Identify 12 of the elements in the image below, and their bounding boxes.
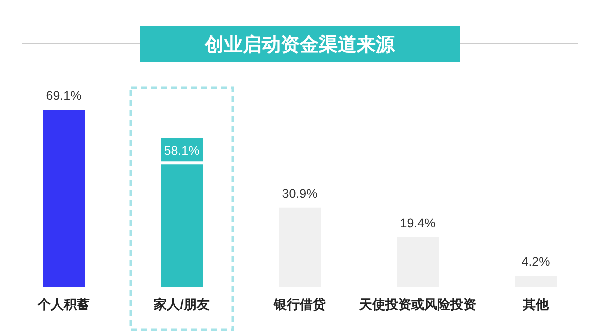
x-tick-label: 银行借贷 bbox=[273, 297, 326, 312]
x-tick-label: 家人/朋友 bbox=[153, 297, 210, 312]
x-tick-label: 个人积蓄 bbox=[37, 297, 90, 312]
x-tick-label: 其他 bbox=[522, 297, 550, 312]
data-label: 4.2% bbox=[522, 255, 550, 270]
title: 创业启动资金渠道来源 bbox=[22, 26, 578, 62]
data-label: 69.1% bbox=[46, 89, 82, 103]
x-tick-label: 天使投资或风险投资 bbox=[358, 297, 476, 312]
data-label: 19.4% bbox=[400, 216, 436, 230]
data-label: 58.1% bbox=[164, 144, 200, 158]
chart-title: 创业启动资金渠道来源 bbox=[204, 34, 396, 56]
data-label: 30.9% bbox=[282, 186, 318, 201]
